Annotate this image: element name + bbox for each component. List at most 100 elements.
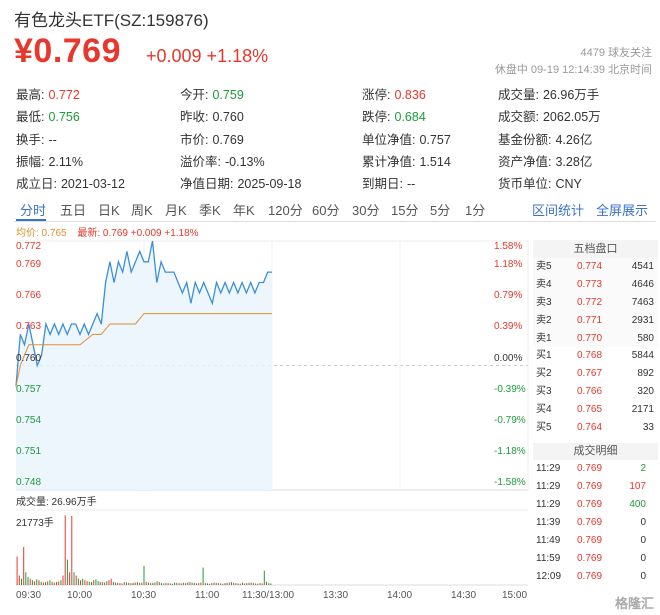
order-book-price: 0.773 [577,278,603,290]
order-book-vol: 892 [637,368,654,380]
x-tick: 15:00 [502,590,528,601]
stat-item: 净值日期: 2025-09-18 [180,173,301,192]
order-book-label: 买5 [536,422,552,434]
current-price: ¥0.769 [14,32,121,70]
tab-8[interactable]: 60分 [312,203,340,218]
tab-3[interactable]: 周K [131,203,153,218]
stat-label: 市价: [180,132,209,147]
stat-item: 基金份额: 4.26亿 [498,129,592,148]
stat-label: 净值日期: [180,177,234,192]
tab-2[interactable]: 日K [98,203,120,218]
stat-item: 成交量: 26.96万手 [498,84,599,103]
stat-label: 最低: [16,110,45,125]
x-tick: 09:30 [16,590,42,601]
stat-label: 振幅: [16,154,45,169]
x-tick: 10:00 [67,590,93,601]
y-tick-right: 0.00% [494,352,523,364]
stat-value: 0.772 [48,88,80,102]
stat-value: 0.836 [394,88,426,102]
tab-5[interactable]: 季K [199,203,221,218]
watermark-logo: 格隆汇 [614,596,654,611]
trade-time: 12:09 [536,571,562,582]
y-tick-right: -0.79% [494,414,526,426]
y-tick-right: -0.39% [494,383,526,395]
trade-time: 11:29 [536,499,561,510]
y-tick-left: 0.757 [16,383,42,395]
trade-time: 11:59 [536,553,561,564]
order-book-vol: 320 [637,386,654,398]
stats-row: 换手: -- 市价: 0.769 单位净值: 0.757 基金份额: 4.26亿 [16,125,656,147]
trade-time: 11:29 [536,463,561,474]
stat-value: 3.28亿 [555,154,593,169]
tab-12[interactable]: 1分 [465,203,486,218]
market-status: 休盘中 09-19 12:14:39 北京时间 [494,64,652,76]
order-book-row: 买3 0.766 320 [533,383,658,402]
trade-row: 11:59 0.769 0 [533,550,658,568]
stat-label: 成交量: [498,88,539,102]
stat-item: 今开: 0.759 [180,84,244,103]
price-area [16,241,272,490]
order-book-price: 0.764 [577,422,603,434]
stats-row: 最低: 0.756 昨收: 0.760 跌停: 0.684 成交额: 2062.05万 [16,102,656,124]
trade-time: 11:39 [536,517,561,528]
stat-item: 成交额: 2062.05万 [498,106,601,125]
stat-label: 溢价率: [180,154,221,169]
stat-value: -- [406,177,416,192]
order-book-row: 卖1 0.770 580 [533,329,658,348]
tab-9[interactable]: 30分 [352,203,380,218]
stat-value: 0.756 [48,110,80,125]
y-tick-right: 0.79% [494,290,523,302]
y-tick-left: 0.766 [16,290,42,302]
order-book-vol: 4646 [631,278,654,290]
stat-label: 资产净值: [498,154,552,169]
y-tick-right: 1.58% [494,241,523,252]
stat-item: 昨收: 0.760 [180,106,244,125]
followers-count[interactable]: 4479 球友关注 [580,47,652,59]
legend-latest: 最新: 0.769 +0.009 +1.18% [77,228,199,239]
tab-11[interactable]: 5分 [430,203,451,218]
order-book-row: 卖4 0.773 4646 [533,275,658,294]
stat-label: 换手: [16,132,45,147]
tab-6[interactable]: 年K [233,203,255,218]
y-tick-right: 1.18% [494,259,523,271]
x-tick: 13:30 [323,590,349,601]
fund-title: 有色龙头ETF(SZ:159876) [14,11,209,30]
stat-item: 振幅: 2.11% [16,151,83,170]
stats-row: 振幅: 2.11% 溢价率: -0.13% 累计净值: 1.514 资产净值: 3.28亿 [16,147,656,169]
trade-details-title: 成交明细 [533,443,658,460]
order-book-vol: 4541 [631,261,654,272]
y-tick-right: -1.58% [494,477,526,488]
tab-10[interactable]: 15分 [391,203,419,218]
trade-vol: 0 [640,571,646,582]
trade-price: 0.769 [577,571,603,582]
trade-row: 11:29 0.769 107 [533,478,658,496]
stat-label: 跌停: [362,110,391,125]
tab-4[interactable]: 月K [165,203,187,218]
fullscreen-button[interactable]: 全屏展示 [596,203,649,218]
order-book-row: 卖5 0.774 4541 [533,258,658,276]
interval-stats-button[interactable]: 区间统计 [532,203,585,218]
stat-value: 1.514 [419,154,451,169]
legend-avg: 均价: 0.765 [16,228,67,239]
order-book-row: 买1 0.768 5844 [533,347,658,366]
x-tick: 10:30 [131,590,157,601]
stat-value: -- [48,132,57,147]
order-book-vol: 2931 [631,314,654,326]
stat-item: 到期日: -- [362,173,415,192]
trade-row: 11:49 0.769 0 [533,532,658,550]
tab-7[interactable]: 120分 [268,203,303,218]
stat-item: 跌停: 0.684 [362,106,426,125]
tab-1[interactable]: 五日 [60,203,87,218]
chart-tabs: 分时 五日 日K 周K 月K 季K 年K 120分 60分 30分 15分 5分 1分 区间统计 全屏展示 [14,198,656,222]
order-book-vol: 7463 [631,296,654,308]
tab-0[interactable]: 分时 [20,203,47,218]
order-book-row: 买2 0.767 892 [533,365,658,384]
order-book-price: 0.768 [577,350,603,362]
order-book-vol: 2171 [631,404,654,416]
volume-max: 21773手 [16,518,54,529]
y-tick-left: 0.772 [16,241,42,252]
stat-value: 2.11% [48,154,83,169]
trade-price: 0.769 [577,535,603,546]
order-book-row: 卖2 0.771 2931 [533,311,658,330]
